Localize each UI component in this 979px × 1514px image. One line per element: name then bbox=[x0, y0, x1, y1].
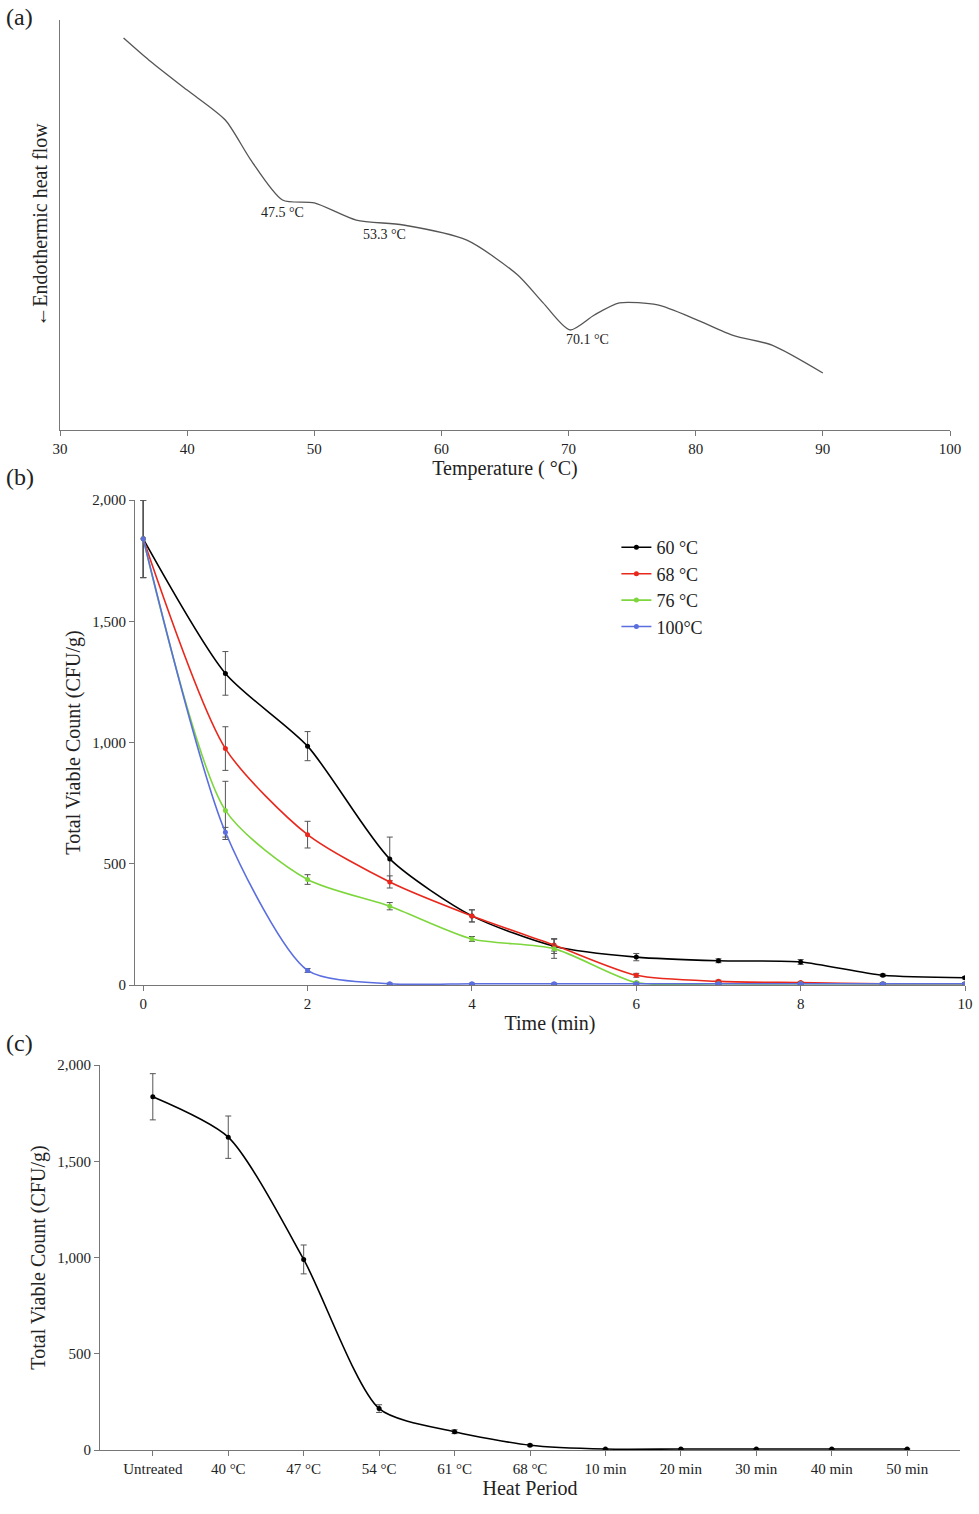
svg-text:47 °C: 47 °C bbox=[286, 1461, 321, 1477]
svg-text:20 min: 20 min bbox=[660, 1461, 703, 1477]
svg-text:Time (min): Time (min) bbox=[505, 1012, 596, 1035]
svg-text:500: 500 bbox=[69, 1346, 92, 1362]
svg-text:40: 40 bbox=[180, 441, 195, 457]
svg-text:50: 50 bbox=[307, 441, 322, 457]
svg-text:Total Viable Count (CFU/g): Total Viable Count (CFU/g) bbox=[27, 1145, 50, 1369]
svg-text:4: 4 bbox=[468, 996, 476, 1012]
svg-text:70.1 °C: 70.1 °C bbox=[566, 332, 609, 347]
svg-text:2,000: 2,000 bbox=[92, 492, 126, 508]
svg-text:61 °C: 61 °C bbox=[437, 1461, 472, 1477]
svg-text:Heat Period: Heat Period bbox=[483, 1477, 578, 1499]
svg-text:8: 8 bbox=[797, 996, 805, 1012]
svg-text:Untreated: Untreated bbox=[123, 1461, 183, 1477]
svg-text:(c): (c) bbox=[6, 1030, 33, 1056]
svg-text:Total Viable Count (CFU/g): Total Viable Count (CFU/g) bbox=[62, 630, 85, 854]
svg-text:50 min: 50 min bbox=[886, 1461, 929, 1477]
svg-text:60: 60 bbox=[434, 441, 449, 457]
svg-text:80: 80 bbox=[688, 441, 703, 457]
svg-text:68 °C: 68 °C bbox=[656, 565, 698, 585]
svg-text:100°C: 100°C bbox=[656, 618, 702, 638]
svg-text:60 °C: 60 °C bbox=[656, 538, 698, 558]
svg-text:90: 90 bbox=[815, 441, 830, 457]
svg-text:40 °C: 40 °C bbox=[211, 1461, 246, 1477]
svg-text:47.5 °C: 47.5 °C bbox=[261, 205, 304, 220]
svg-text:500: 500 bbox=[104, 856, 127, 872]
svg-text:76 °C: 76 °C bbox=[656, 591, 698, 611]
svg-text:30 min: 30 min bbox=[735, 1461, 778, 1477]
svg-text:40 min: 40 min bbox=[811, 1461, 854, 1477]
svg-text:Temperature ( °C): Temperature ( °C) bbox=[432, 457, 577, 480]
svg-text:2,000: 2,000 bbox=[57, 1057, 91, 1073]
svg-text:6: 6 bbox=[633, 996, 641, 1012]
svg-text:1,500: 1,500 bbox=[92, 614, 126, 630]
svg-text:0: 0 bbox=[119, 977, 127, 993]
svg-text:10 min: 10 min bbox=[584, 1461, 627, 1477]
svg-text:1,000: 1,000 bbox=[57, 1250, 91, 1266]
svg-text:0: 0 bbox=[139, 996, 147, 1012]
svg-text:←Endothermic heat flow: ←Endothermic heat flow bbox=[29, 123, 51, 327]
svg-text:30: 30 bbox=[53, 441, 68, 457]
svg-text:100: 100 bbox=[939, 441, 962, 457]
svg-text:1,000: 1,000 bbox=[92, 735, 126, 751]
svg-text:70: 70 bbox=[561, 441, 576, 457]
svg-text:(b): (b) bbox=[6, 464, 34, 490]
svg-text:0: 0 bbox=[84, 1442, 92, 1458]
svg-text:53.3 °C: 53.3 °C bbox=[363, 227, 406, 242]
svg-text:(a): (a) bbox=[6, 4, 33, 30]
svg-text:10: 10 bbox=[958, 996, 973, 1012]
svg-text:54 °C: 54 °C bbox=[362, 1461, 397, 1477]
svg-text:1,500: 1,500 bbox=[57, 1154, 91, 1170]
svg-text:2: 2 bbox=[304, 996, 312, 1012]
svg-text:68 °C: 68 °C bbox=[513, 1461, 548, 1477]
